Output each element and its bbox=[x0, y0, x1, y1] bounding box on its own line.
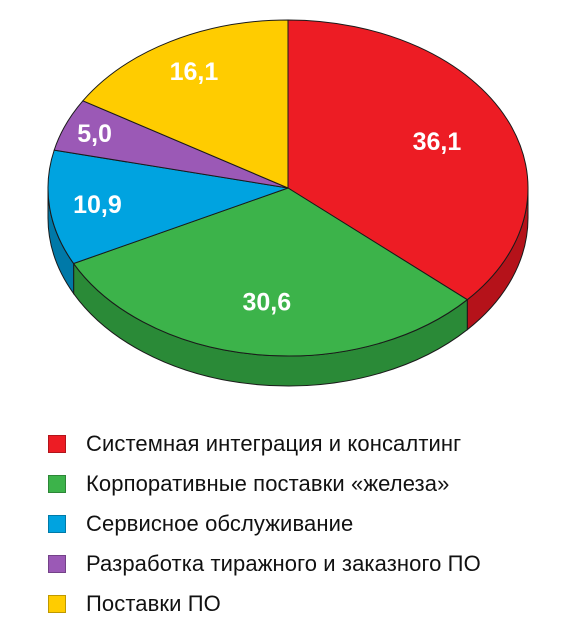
legend-swatch bbox=[48, 515, 66, 533]
legend-label: Поставки ПО bbox=[86, 591, 221, 616]
pie-value-labels: 36,1 30,6 10,9 5,0 16,1 bbox=[73, 58, 461, 316]
slice-value-label: 5,0 bbox=[77, 120, 112, 148]
legend-swatch bbox=[48, 595, 66, 613]
slice-value-label: 16,1 bbox=[170, 58, 219, 86]
legend-item: Корпоративные поставки «железа» bbox=[48, 464, 576, 504]
legend-swatch bbox=[48, 435, 66, 453]
legend-label: Разработка тиражного и заказного ПО bbox=[86, 551, 481, 576]
legend-item: Системная интеграция и консалтинг bbox=[48, 424, 576, 464]
legend-item: Сервисное обслуживание bbox=[48, 504, 576, 544]
pie-slice bbox=[287, 19, 529, 301]
legend-swatch bbox=[48, 555, 66, 573]
legend-label: Корпоративные поставки «железа» bbox=[86, 471, 450, 496]
slice-value-label: 36,1 bbox=[413, 128, 462, 156]
pie-chart-svg: 36,1 30,6 10,9 5,0 16,1 bbox=[47, 19, 529, 387]
pie-slice bbox=[82, 19, 289, 189]
pie-top-faces bbox=[47, 19, 529, 357]
pie-slice bbox=[73, 187, 468, 357]
legend-swatch bbox=[48, 475, 66, 493]
legend-label: Системная интеграция и консалтинг bbox=[86, 431, 462, 456]
slice-value-label: 10,9 bbox=[73, 191, 122, 219]
legend-item: Разработка тиражного и заказного ПО bbox=[48, 544, 576, 584]
legend-item: Поставки ПО bbox=[48, 584, 576, 624]
pie-chart: 36,1 30,6 10,9 5,0 16,1 bbox=[47, 19, 529, 387]
slice-value-label: 30,6 bbox=[242, 288, 291, 316]
legend-label: Сервисное обслуживание bbox=[86, 511, 354, 536]
legend: Системная интеграция и консалтинг Корпора… bbox=[48, 424, 576, 624]
